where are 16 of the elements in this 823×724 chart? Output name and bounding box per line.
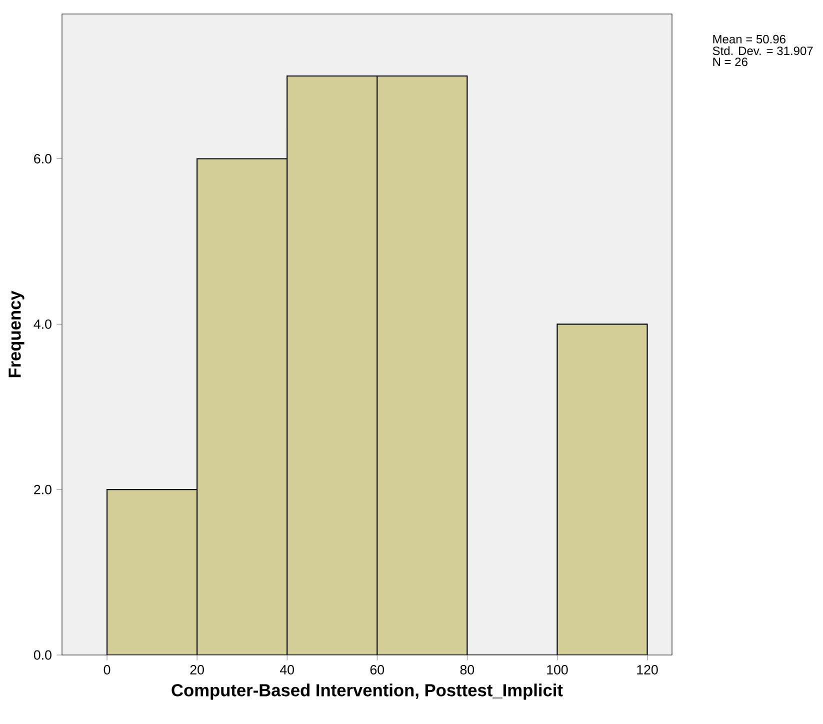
x-tick-label: 60 [370,665,384,674]
text: N = 26 [713,58,748,66]
x-axis-title: Computer-Based Intervention, Posttest_Implicit [172,684,563,700]
y-axis-title: Frequency [8,290,24,378]
y-tick-label: 2.0 [34,484,52,494]
y-tick-label: 0.0 [34,650,52,660]
x-tick-label: 40 [280,665,294,674]
x-tick-label: 20 [190,665,204,674]
x-tick-label: 120 [637,665,658,674]
x-tick-label: 0 [104,665,110,674]
text: Mean = 50.96 [713,34,786,44]
y-tick-label: 6.0 [34,154,52,164]
x-tick-label: 100 [547,665,568,674]
y-tick-label: 4.0 [34,319,52,329]
x-tick-label: 80 [460,665,474,674]
text: Std. Dev. = 31.907 [712,46,813,56]
